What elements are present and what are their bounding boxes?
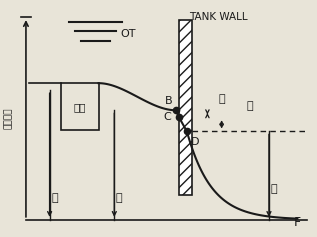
Text: 나: 나 bbox=[116, 193, 122, 203]
Text: 다: 다 bbox=[218, 94, 225, 104]
Text: F: F bbox=[294, 216, 301, 229]
Text: OT: OT bbox=[121, 29, 136, 39]
Text: 마: 마 bbox=[270, 183, 277, 194]
Text: 가: 가 bbox=[51, 193, 58, 203]
Bar bbox=[179, 19, 192, 195]
Bar bbox=[61, 83, 99, 130]
Text: D: D bbox=[191, 137, 199, 147]
Text: C: C bbox=[163, 112, 171, 122]
Text: 라: 라 bbox=[247, 101, 254, 111]
Text: TANK WALL: TANK WALL bbox=[189, 13, 248, 23]
Text: B: B bbox=[165, 96, 173, 106]
Text: 온도상승: 온도상승 bbox=[4, 108, 13, 129]
Text: 권선: 권선 bbox=[73, 102, 86, 112]
